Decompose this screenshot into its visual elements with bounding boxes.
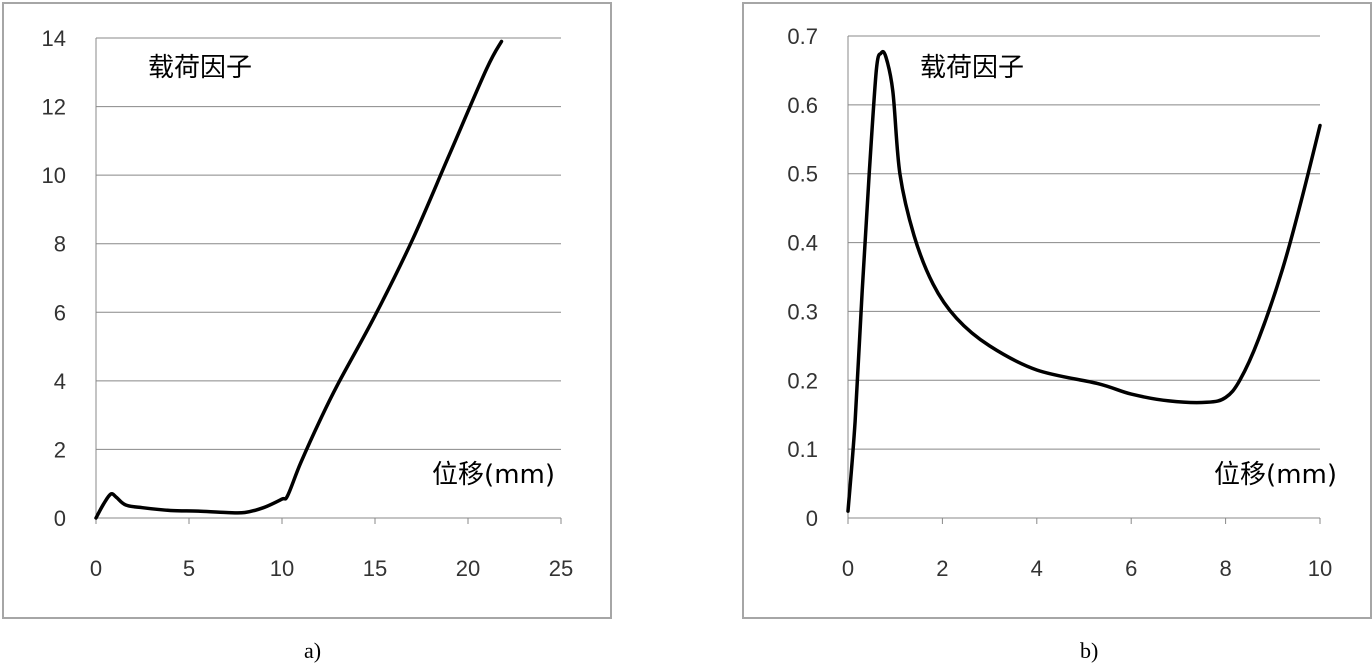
chart-a-y-tick-label: 8: [54, 232, 66, 257]
chart-a-y-tick-label: 6: [54, 300, 66, 325]
chart-b-x-tick-label: 10: [1308, 556, 1332, 581]
chart-b-y-label: 载荷因子: [920, 53, 1024, 83]
chart-a-y-tick-label: 12: [42, 95, 66, 120]
chart-b-y-tick-label: 0.2: [787, 368, 818, 393]
chart-a-x-tick-label: 10: [270, 556, 294, 581]
chart-b-x-tick-label: 0: [842, 556, 854, 581]
chart-a-y-tick-label: 2: [54, 437, 66, 462]
chart-b-y-tick-label: 0.5: [787, 162, 818, 187]
chart-a-x-tick-label: 0: [90, 556, 102, 581]
chart-b-y-tick-label: 0.3: [787, 299, 818, 324]
caption-b: b): [1080, 638, 1099, 663]
chart-a-y-tick-label: 14: [42, 26, 66, 51]
chart-a-x-tick-label: 25: [549, 556, 573, 581]
caption-a: a): [304, 638, 322, 663]
chart-b-series-line: [846, 49, 1322, 513]
chart-b-x-tick-label: 8: [1219, 556, 1231, 581]
chart-b-x-tick-label: 6: [1125, 556, 1137, 581]
chart-a-series-line: [94, 39, 504, 520]
chart-b-y-tick-label: 0: [806, 506, 818, 531]
chart-a-y-tick-label: 4: [54, 369, 66, 394]
chart-b-x-label: 位移(mm): [1214, 460, 1337, 490]
chart-b-y-tick-label: 0.4: [787, 231, 818, 256]
chart-b-x-tick-label: 4: [1031, 556, 1043, 581]
chart-a-y-tick-label: 10: [42, 163, 66, 188]
chart-a-x-tick-label: 15: [363, 556, 387, 581]
chart-b-y-tick-label: 0.7: [787, 24, 818, 49]
chart-a-y-tick-label: 0: [54, 506, 66, 531]
chart-a-x-tick-label: 5: [183, 556, 195, 581]
chart-b-x-tick-label: 2: [936, 556, 948, 581]
chart-a-y-label: 载荷因子: [148, 53, 252, 83]
chart-a-x-label: 位移(mm): [432, 460, 555, 490]
chart-a-x-tick-label: 20: [456, 556, 480, 581]
chart-b-y-tick-label: 0.1: [787, 437, 818, 462]
chart-b-y-tick-label: 0.6: [787, 93, 818, 118]
chart-panel-a: [2, 2, 612, 619]
